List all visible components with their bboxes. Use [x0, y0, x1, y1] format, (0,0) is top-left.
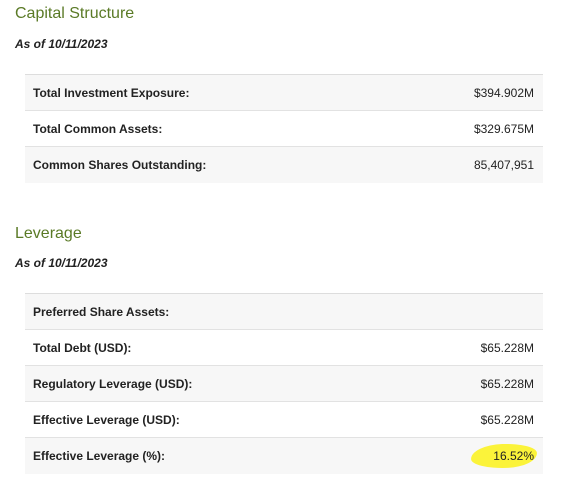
table-row: Total Debt (USD): $65.228M [25, 330, 543, 366]
table-row: Effective Leverage (USD): $65.228M [25, 402, 543, 438]
row-value: $65.228M [480, 340, 534, 355]
table-row: Total Common Assets: $329.675M [25, 111, 543, 147]
table-row: Regulatory Leverage (USD): $65.228M [25, 366, 543, 402]
highlighted-value: 16.52% [493, 449, 534, 463]
table-row: Preferred Share Assets: [25, 294, 543, 330]
row-value: $65.228M [480, 412, 534, 427]
row-label: Effective Leverage (%): [33, 449, 166, 463]
table-row: Effective Leverage (%): 16.52% [25, 438, 543, 474]
table-row: Common Shares Outstanding: 85,407,951 [25, 147, 543, 183]
row-label: Regulatory Leverage (USD): [33, 376, 193, 391]
table-row: Total Investment Exposure: $394.902M [25, 75, 543, 111]
leverage-title: Leverage [15, 225, 82, 242]
row-label: Total Debt (USD): [33, 340, 132, 355]
capital-structure-table: Total Investment Exposure: $394.902M Tot… [25, 74, 543, 183]
leverage-as-of: As of 10/11/2023 [15, 256, 108, 270]
capital-structure-as-of: As of 10/11/2023 [15, 37, 108, 51]
row-value: $65.228M [480, 376, 534, 391]
leverage-table: Preferred Share Assets: Total Debt (USD)… [25, 293, 543, 474]
row-label: Effective Leverage (USD): [33, 412, 180, 427]
row-value: 85,407,951 [473, 158, 534, 172]
row-value: $394.902M [473, 85, 534, 100]
row-label: Total Common Assets: [33, 121, 163, 136]
row-label: Total Investment Exposure: [33, 85, 190, 100]
row-value: $329.675M [473, 121, 534, 136]
effective-leverage-percent: 16.52% [493, 449, 534, 463]
row-label: Preferred Share Assets: [33, 304, 170, 319]
capital-structure-title: Capital Structure [15, 5, 135, 22]
row-label: Common Shares Outstanding: [33, 158, 207, 172]
